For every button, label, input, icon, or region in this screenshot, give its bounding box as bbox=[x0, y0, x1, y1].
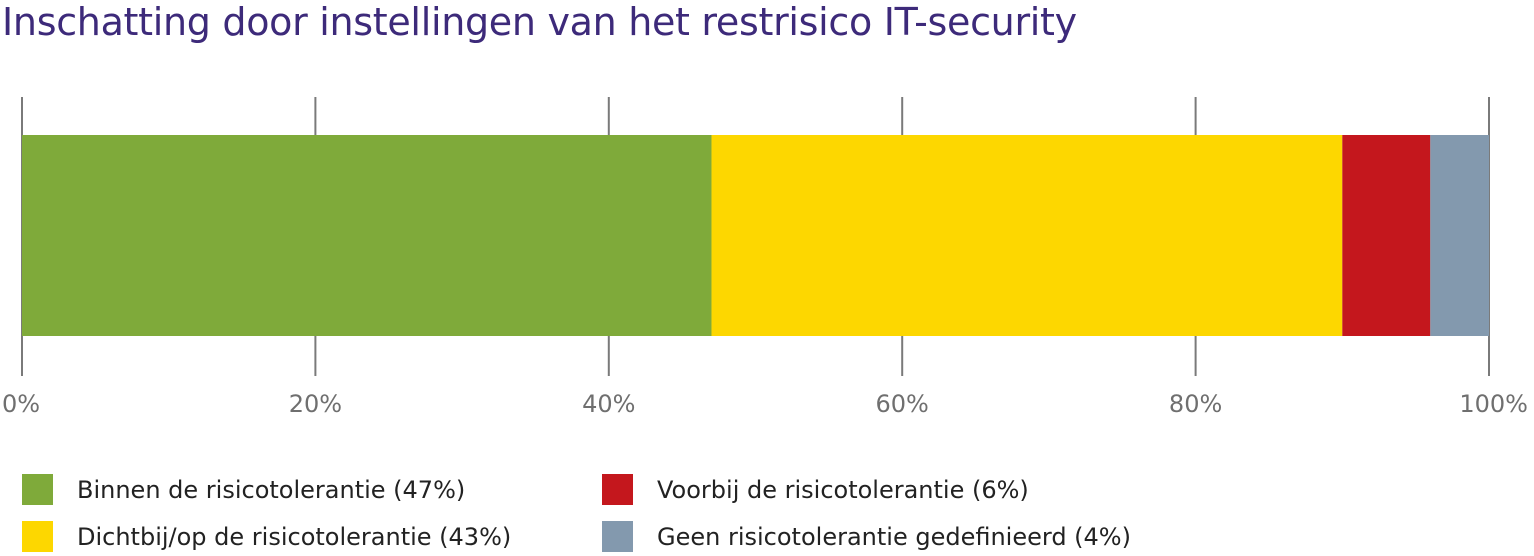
legend-label: Dichtbij/op de risicotolerantie (43%) bbox=[77, 522, 512, 551]
stacked-bar-chart: 0% 20% 40% 60% 80% 100% bbox=[2, 97, 1528, 418]
legend-swatch-red bbox=[602, 474, 633, 505]
chart-title: Inschatting door instellingen van het re… bbox=[2, 0, 1077, 44]
x-tick-label: 40% bbox=[582, 390, 635, 418]
legend-label: Binnen de risicotolerantie (47%) bbox=[77, 475, 466, 504]
x-tick-label: 60% bbox=[876, 390, 929, 418]
bar-segment-0 bbox=[22, 135, 712, 336]
legend-item-binnen: Binnen de risicotolerantie (47%) bbox=[22, 474, 465, 505]
legend-label: Voorbij de risicotolerantie (6%) bbox=[657, 475, 1029, 504]
x-tick-label: 100% bbox=[1459, 390, 1528, 418]
x-tick-label: 20% bbox=[289, 390, 342, 418]
legend-swatch-blue bbox=[602, 521, 633, 552]
legend-item-geen: Geen risicotolerantie gedefinieerd (4%) bbox=[602, 521, 1131, 552]
x-tick-label: 80% bbox=[1169, 390, 1222, 418]
legend-label: Geen risicotolerantie gedefinieerd (4%) bbox=[657, 522, 1131, 551]
bar-segment-1 bbox=[711, 135, 1343, 336]
legend-item-voorbij: Voorbij de risicotolerantie (6%) bbox=[602, 474, 1029, 505]
bar-segment-2 bbox=[1342, 135, 1431, 336]
x-tick-label: 0% bbox=[2, 390, 40, 418]
legend-swatch-green bbox=[22, 474, 53, 505]
legend-item-dichtbij: Dichtbij/op de risicotolerantie (43%) bbox=[22, 521, 511, 552]
bar-segment-3 bbox=[1430, 135, 1489, 336]
legend-swatch-yellow bbox=[22, 521, 53, 552]
